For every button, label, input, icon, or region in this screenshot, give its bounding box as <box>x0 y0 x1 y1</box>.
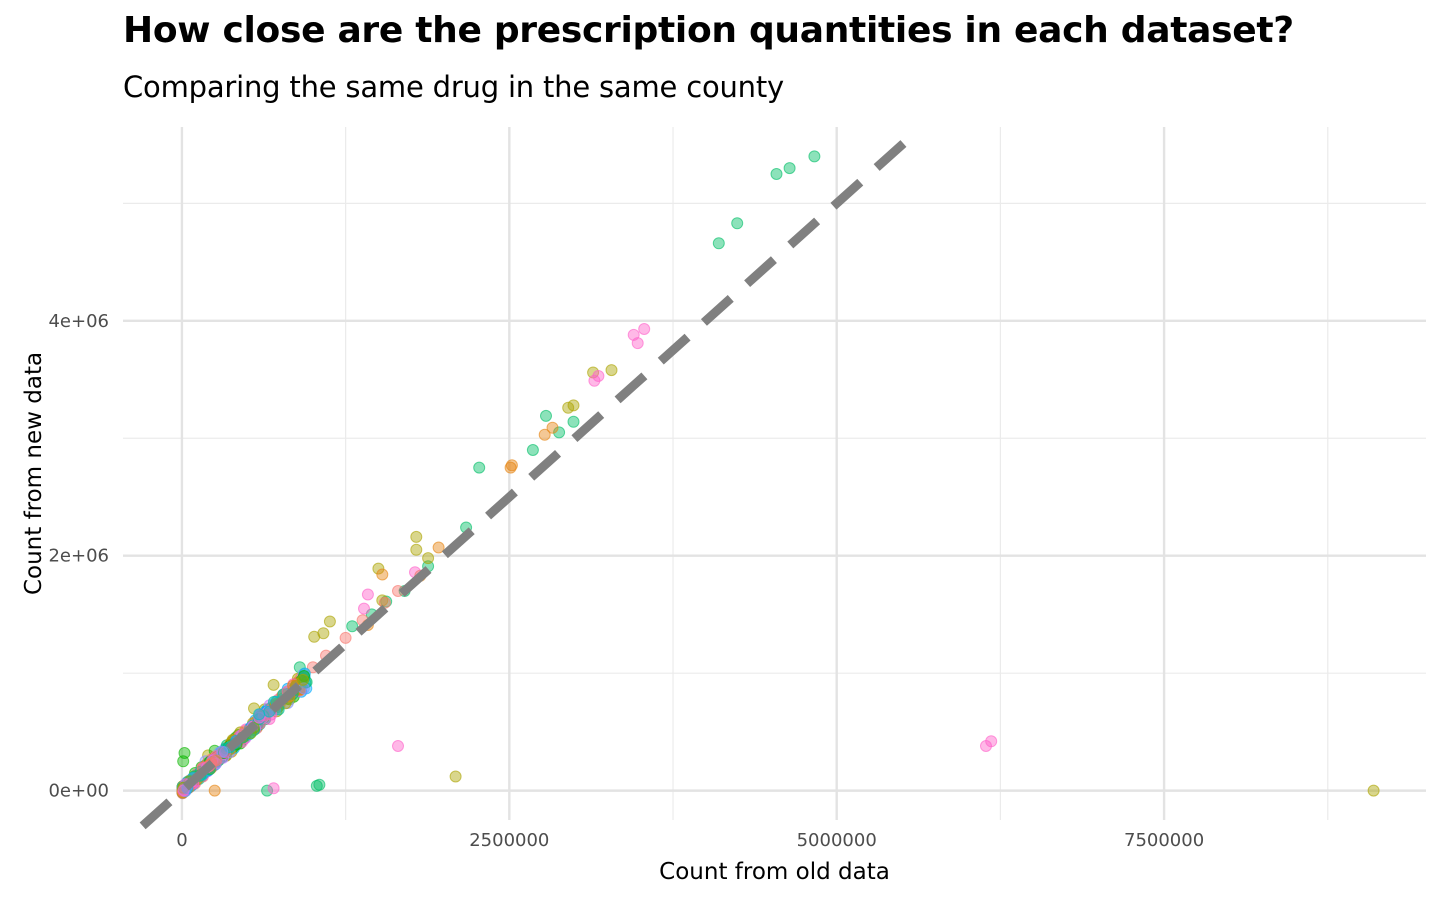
data-point-50 <box>631 337 644 350</box>
data-point-47 <box>208 784 221 797</box>
data-point-4 <box>712 237 725 250</box>
data-point-28 <box>422 552 435 565</box>
data-point-5 <box>567 415 580 428</box>
x-tick-label: 5000000 <box>797 830 877 851</box>
data-point-19 <box>261 784 274 797</box>
data-point-7 <box>553 426 566 439</box>
data-point-48 <box>638 323 651 335</box>
data-point-2 <box>770 168 783 180</box>
data-point-42 <box>538 428 551 441</box>
data-point-44 <box>432 541 445 554</box>
data-point-27 <box>410 543 423 556</box>
data-point-25 <box>562 401 575 414</box>
x-axis-ticks: 0 2500000 5000000 7500000 <box>176 830 1204 851</box>
data-points <box>176 150 1380 800</box>
data-point-616 <box>210 754 223 767</box>
y-axis-title: Count from new data <box>21 352 47 595</box>
data-point-91 <box>339 631 352 644</box>
x-tick-label: 7500000 <box>1124 830 1204 851</box>
x-tick-label: 2500000 <box>469 830 549 851</box>
data-point-59 <box>267 782 280 795</box>
y-tick-label: 2e+06 <box>48 546 109 567</box>
data-point-34 <box>449 770 462 783</box>
data-point-53 <box>361 588 374 601</box>
grid-lines <box>123 127 1426 820</box>
data-point-57 <box>980 740 992 752</box>
y-axis-ticks: 0e+00 2e+06 4e+06 <box>48 311 109 802</box>
data-point-61 <box>177 755 190 768</box>
data-point-585 <box>253 708 266 721</box>
data-point-51 <box>592 370 605 382</box>
data-point-10 <box>526 444 539 456</box>
data-point-32 <box>308 630 321 643</box>
data-point-22 <box>605 364 618 377</box>
data-point-615 <box>216 745 229 758</box>
data-point-605 <box>297 673 309 686</box>
data-point-26 <box>410 530 423 543</box>
y-tick-label: 0e+00 <box>48 781 109 802</box>
data-point-30 <box>323 615 336 628</box>
data-point-14 <box>346 620 359 633</box>
data-point-6 <box>540 409 552 422</box>
data-point-3 <box>731 217 744 230</box>
x-tick-label: 0 <box>176 830 187 851</box>
data-point-58 <box>392 740 404 752</box>
data-point-52 <box>588 374 601 387</box>
chart-title: How close are the prescription quantitie… <box>123 10 1294 51</box>
y-tick-label: 4e+06 <box>48 311 109 332</box>
data-point-41 <box>546 421 559 434</box>
data-point-21 <box>310 779 323 792</box>
x-axis-title: Count from old data <box>659 859 890 885</box>
data-point-0 <box>808 150 821 163</box>
reference-line <box>139 129 919 830</box>
data-point-40 <box>504 461 517 474</box>
chart-subtitle: Comparing the same drug in the same coun… <box>123 70 784 104</box>
data-point-1 <box>783 162 796 175</box>
reference-line-group <box>139 129 919 830</box>
data-point-29 <box>372 562 385 575</box>
data-point-35 <box>1367 784 1380 797</box>
data-point-36 <box>267 678 280 691</box>
data-point-54 <box>358 602 370 615</box>
data-point-8 <box>473 461 486 474</box>
data-point-43 <box>376 568 389 581</box>
